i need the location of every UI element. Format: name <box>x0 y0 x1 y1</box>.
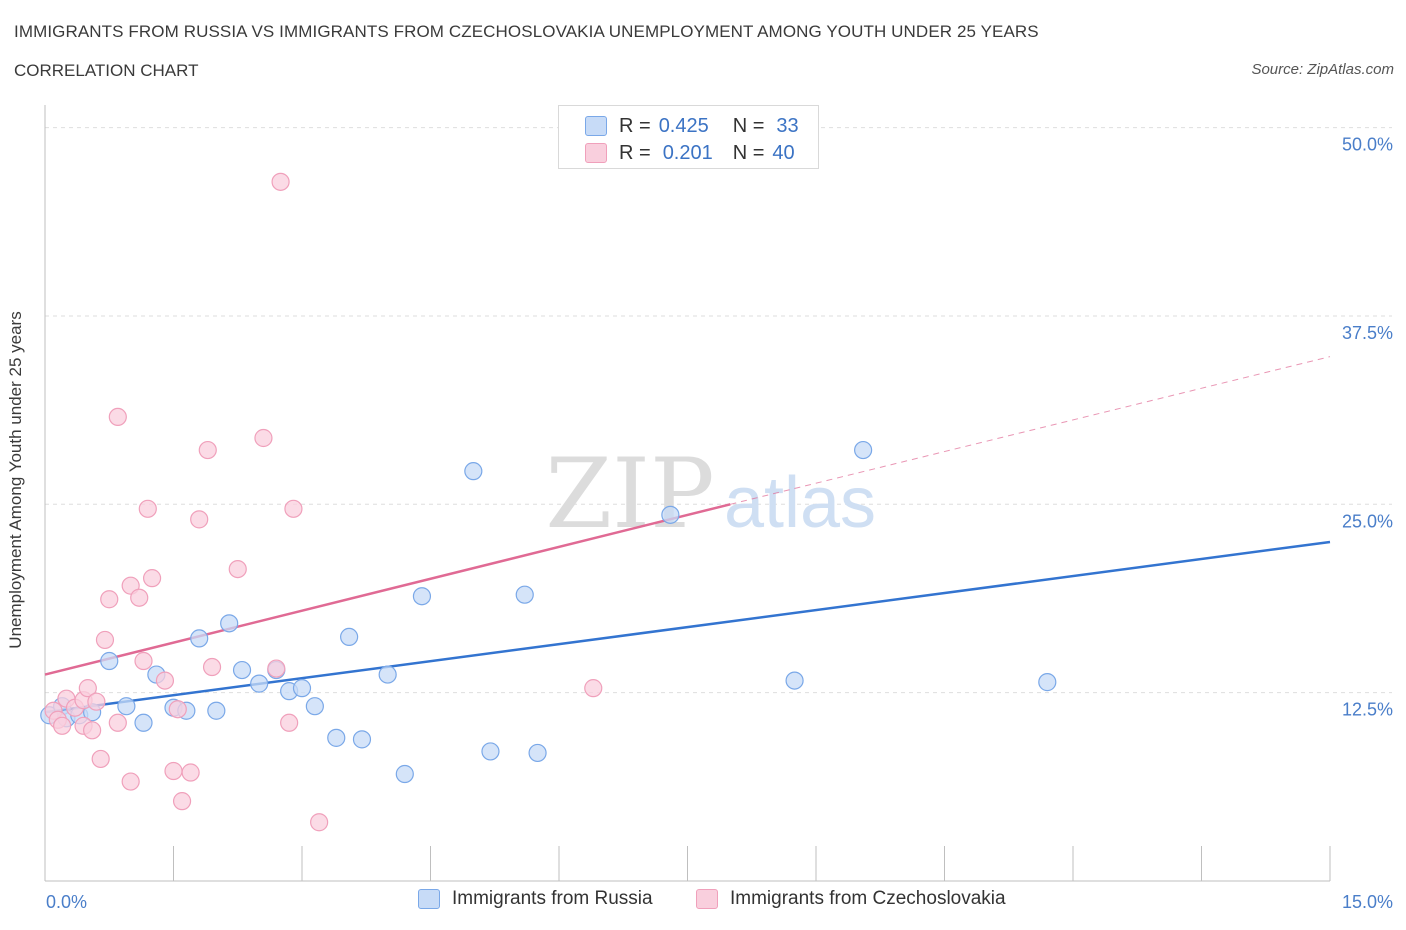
czechoslovakia-point <box>138 499 157 518</box>
russia-point <box>352 730 372 749</box>
russia-point <box>528 743 547 763</box>
legend-r-value: 0.425 <box>658 114 709 137</box>
czechoslovakia-point <box>164 761 183 781</box>
chart-subtitle: CORRELATION CHART <box>14 61 199 80</box>
bottom-legend-label-russia: Immigrants from Russia <box>452 888 653 909</box>
legend-swatch-czechoslovakia <box>585 143 607 163</box>
russia-point <box>481 742 500 761</box>
russia-point <box>292 679 312 698</box>
x-tick-label-min: 0.0% <box>46 892 87 912</box>
x-tick-label-max: 15.0% <box>1342 892 1393 912</box>
czechoslovakia-point <box>267 659 286 678</box>
legend-r-value: 0.201 <box>662 141 713 164</box>
czechoslovakia-point <box>108 713 127 732</box>
axes <box>44 105 1331 882</box>
russia-point <box>1038 673 1057 692</box>
bottom-legend-swatch-czechoslovakia <box>696 889 718 909</box>
watermark-atlas: atlas <box>724 463 876 543</box>
czechoslovakia-point <box>87 692 106 711</box>
legend-r-label: R = <box>619 114 651 137</box>
russia-point <box>100 651 119 671</box>
russia-point <box>785 671 804 690</box>
russia-point <box>305 697 324 716</box>
czechoslovakia-point <box>108 407 127 427</box>
czechoslovakia-point <box>280 713 299 732</box>
czechoslovakia-point <box>134 651 153 671</box>
czechoslovakia-point <box>95 630 115 650</box>
russia-point <box>134 713 153 732</box>
czechoslovakia-point <box>198 440 217 460</box>
bottom-legend-russia: Immigrants from Russia <box>418 888 653 910</box>
czechoslovakia-point <box>584 679 603 698</box>
russia-point <box>395 764 414 784</box>
czechoslovakia-point <box>168 700 187 719</box>
legend-n-value: 40 <box>772 141 795 164</box>
russia-point <box>220 614 239 633</box>
russia-point <box>232 660 252 680</box>
czechoslovakia-point <box>53 716 72 735</box>
russia-point <box>117 697 136 716</box>
czechoslovakia-point <box>121 772 140 791</box>
czechoslovakia-point <box>83 721 102 740</box>
russia-point <box>464 462 483 481</box>
legend-row-russia: R = 0.425 N = 33 <box>585 114 799 138</box>
czechoslovakia-point <box>100 590 119 609</box>
y-tick-label: 12.5% <box>1342 700 1393 720</box>
czechoslovakia-trend-line-extension <box>730 356 1331 505</box>
czechoslovakia-point <box>254 428 273 448</box>
chart-title: IMMIGRANTS FROM RUSSIA VS IMMIGRANTS FRO… <box>14 22 1039 41</box>
data-points <box>40 172 1057 832</box>
czechoslovakia-point <box>155 671 175 690</box>
y-axis-label: Unemployment Among Youth under 25 years <box>6 311 25 649</box>
russia-point <box>515 585 534 604</box>
czechoslovakia-trend-line <box>44 503 731 676</box>
bottom-legend-czechoslovakia: Immigrants from Czechoslovakia <box>696 888 1006 910</box>
czechoslovakia-point <box>172 792 192 811</box>
legend-row-czechoslovakia: R = 0.201 N = 40 <box>585 141 795 165</box>
grid-lines <box>45 127 1392 694</box>
czechoslovakia-point <box>78 679 97 698</box>
tick-labels: 12.5% 25.0% 37.5% 50.0% 0.0% 15.0% <box>46 135 1393 912</box>
czechoslovakia-point <box>284 499 303 518</box>
stats-legend: R = 0.425 N = 33 R = 0.201 N = 40 <box>558 105 819 169</box>
legend-swatch-russia <box>585 116 607 136</box>
russia-point <box>412 587 432 606</box>
watermark-zip: ZIP <box>545 438 714 550</box>
czechoslovakia-point <box>181 763 200 782</box>
russia-point <box>327 728 346 747</box>
legend-n-label: N = <box>732 114 765 137</box>
czechoslovakia-point <box>142 569 162 588</box>
russia-point <box>207 701 226 720</box>
watermark: ZIP atlas <box>545 438 876 550</box>
russia-point <box>378 665 397 684</box>
russia-point <box>340 627 359 646</box>
russia-point <box>190 629 209 648</box>
czechoslovakia-point <box>271 172 290 191</box>
czechoslovakia-point <box>228 559 247 579</box>
russia-point <box>250 674 269 693</box>
czechoslovakia-point <box>202 657 222 677</box>
russia-point <box>854 440 873 460</box>
czechoslovakia-point <box>310 813 329 832</box>
legend-n-value: 33 <box>776 114 799 137</box>
bottom-legend-swatch-russia <box>418 889 440 909</box>
legend-n-label: N = <box>732 141 765 164</box>
czechoslovakia-point <box>190 510 209 529</box>
russia-point <box>661 505 680 524</box>
source-credit: Source: ZipAtlas.com <box>1251 61 1394 78</box>
czechoslovakia-point <box>91 749 110 769</box>
czechoslovakia-point <box>130 588 149 607</box>
y-tick-label: 25.0% <box>1342 511 1393 531</box>
y-tick-label: 50.0% <box>1342 135 1393 155</box>
y-tick-label: 37.5% <box>1342 323 1393 343</box>
legend-r-label: R = <box>619 141 651 164</box>
bottom-legend-label-czechoslovakia: Immigrants from Czechoslovakia <box>730 888 1006 909</box>
